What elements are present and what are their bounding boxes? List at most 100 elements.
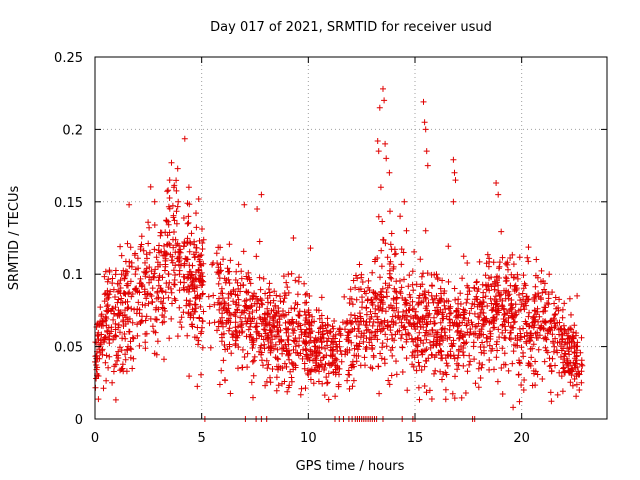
data-point (232, 291, 239, 298)
data-point (357, 315, 364, 322)
data-point (131, 306, 138, 313)
data-point (532, 358, 539, 365)
data-point (261, 341, 268, 348)
data-point (369, 322, 376, 329)
data-point (150, 328, 157, 335)
data-point (508, 310, 515, 317)
data-point (273, 292, 280, 299)
data-point (491, 316, 498, 323)
data-point (494, 311, 500, 318)
data-point (556, 369, 563, 376)
data-point (461, 331, 468, 338)
data-point (280, 299, 287, 305)
data-point (516, 254, 523, 261)
data-point (285, 351, 292, 358)
data-point (199, 273, 206, 280)
data-point (174, 165, 181, 172)
data-point (131, 252, 138, 259)
data-point (568, 365, 575, 372)
data-point (230, 298, 237, 305)
data-point (460, 314, 467, 321)
data-point (292, 364, 299, 371)
data-point (439, 311, 446, 318)
data-point (243, 333, 250, 340)
data-point (526, 338, 533, 345)
data-point (534, 371, 541, 378)
data-point (317, 335, 324, 342)
data-point (458, 394, 465, 401)
data-point (532, 272, 539, 279)
data-point (552, 311, 559, 317)
data-point (434, 304, 440, 311)
data-point (443, 371, 450, 378)
data-point (355, 325, 361, 332)
data-point (539, 289, 546, 296)
data-point (478, 306, 485, 313)
data-point (381, 360, 388, 367)
data-point (463, 322, 470, 329)
data-point (341, 293, 348, 300)
data-point (371, 258, 378, 265)
data-point (166, 335, 173, 342)
data-point (333, 356, 340, 363)
data-point (317, 324, 324, 331)
data-point (486, 366, 493, 373)
data-point (387, 302, 394, 309)
data-point (422, 294, 429, 301)
data-point (227, 319, 234, 326)
data-point (567, 379, 574, 386)
data-point (270, 345, 277, 352)
data-point (95, 396, 102, 403)
data-point (247, 323, 254, 330)
data-point (393, 289, 400, 296)
data-point (481, 350, 488, 357)
data-point (206, 320, 213, 327)
data-point (460, 362, 467, 369)
data-point (411, 354, 418, 361)
data-point (568, 326, 575, 333)
data-point (520, 325, 527, 332)
data-point (378, 355, 385, 362)
data-point (244, 350, 251, 357)
data-point (226, 343, 233, 350)
data-point (374, 138, 381, 144)
data-point (347, 286, 354, 293)
data-point (571, 355, 578, 362)
data-point (260, 362, 266, 369)
data-point (349, 358, 356, 365)
data-point (303, 326, 310, 333)
data-point (223, 306, 230, 313)
data-point (199, 324, 205, 331)
data-point (327, 329, 333, 336)
data-point (120, 267, 127, 274)
data-point (262, 290, 269, 297)
data-point (476, 360, 483, 367)
data-point (349, 327, 356, 333)
data-point (171, 217, 178, 224)
data-point (134, 321, 141, 328)
data-point (421, 363, 428, 370)
data-point (412, 336, 419, 343)
data-point (173, 187, 180, 194)
data-point (413, 367, 420, 374)
data-point (394, 328, 401, 335)
data-point (380, 237, 387, 243)
data-point (119, 299, 126, 306)
data-point (133, 285, 140, 292)
data-point (447, 303, 454, 310)
data-point (315, 329, 322, 336)
data-point (532, 318, 539, 325)
data-point (293, 338, 300, 345)
data-point (392, 320, 399, 327)
data-point (121, 312, 128, 318)
data-point (540, 308, 547, 315)
data-point (427, 331, 433, 338)
data-point (250, 372, 257, 379)
data-point (258, 349, 265, 356)
data-point (503, 277, 510, 284)
data-point (567, 325, 574, 332)
data-point (311, 337, 317, 344)
data-point (495, 287, 502, 294)
data-point (355, 353, 362, 359)
data-point (454, 329, 461, 335)
